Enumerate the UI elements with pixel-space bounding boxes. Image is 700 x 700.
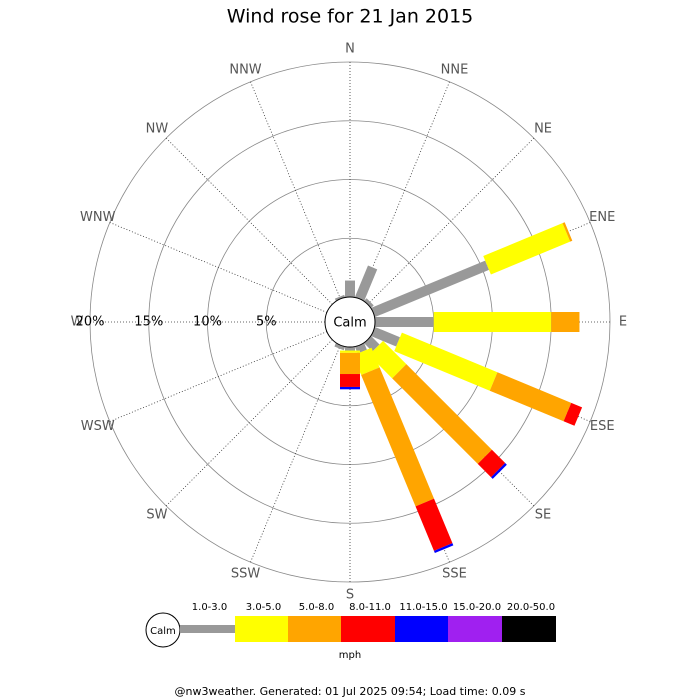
direction-label: W [71,315,84,330]
legend-swatch [180,625,235,633]
legend-swatch [288,616,341,642]
direction-label: ESE [590,419,615,434]
bar-segment [394,332,498,391]
bar-segment [433,543,454,554]
direction-label: NNW [229,62,261,77]
calm-circle [324,296,376,348]
legend-label: 5.0-8.0 [299,602,334,613]
bar-segment [563,402,583,426]
bar-segment [345,280,355,297]
spoke [109,222,328,313]
bar-segment [375,317,434,327]
bar-segment [371,260,489,318]
direction-label: SE [535,508,551,523]
r-tick-label: 15% [134,315,163,330]
legend-swatch [502,616,556,642]
calm-label: Calm [333,316,366,331]
legend-swatch [235,616,288,642]
bar-segment [415,498,453,551]
bar-segment [334,343,346,351]
bar-segment [483,223,571,275]
direction-label: SW [146,508,167,523]
bar-segment [433,312,552,332]
bar-segment [392,364,492,464]
direction-label: SSW [231,567,261,582]
bar-segment [364,298,374,308]
bar-segment [477,449,506,478]
legend-label: 20.0-50.0 [507,602,555,613]
legend-label: 1.0-3.0 [192,602,227,613]
legend-swatch [341,616,395,642]
bar-segment [340,350,360,353]
bar-segment [361,367,435,507]
direction-label: NNE [441,62,469,77]
direction-label: WSW [81,419,115,434]
r-tick-label: 10% [193,315,222,330]
bar-segment [551,312,580,332]
spoke [367,137,535,305]
legend-calm-label: Calm [150,626,176,637]
bar-segment [562,222,573,242]
direction-label: SSE [442,567,467,582]
direction-label: E [619,315,627,330]
bar-segment [491,463,507,479]
bar-segment [354,265,378,301]
legend-label: 8.0-11.0 [349,602,391,613]
spoke [109,331,328,422]
direction-label: NE [534,121,552,136]
r-tick-label: 5% [256,315,277,330]
direction-label: S [346,588,354,603]
bar-segment [340,374,360,387]
bar-segment [340,386,360,390]
spoke [250,81,341,300]
bar-segment [340,352,360,375]
spoke [165,339,333,507]
spoke [250,344,341,563]
bar-segment [371,326,400,347]
legend-label: 15.0-20.0 [453,602,501,613]
spoke [165,137,333,305]
bar-segment [368,340,407,379]
units-label: mph [339,650,361,661]
spoke [359,81,450,300]
direction-label: ENE [589,210,615,225]
bar-segment [489,372,572,422]
legend-swatch [448,616,502,642]
bar-segment [334,294,346,301]
legend-label: 3.0-5.0 [246,602,281,613]
legend-label: 11.0-15.0 [399,602,447,613]
r-tick-label: 20% [76,315,105,330]
direction-label: NW [146,121,169,136]
chart-title: Wind rose for 21 Jan 2015 [227,6,474,28]
legend-swatch [395,616,448,642]
bar-segment [345,347,355,351]
direction-label: WNW [80,210,116,225]
direction-label: N [345,42,355,57]
footer: @nw3weather. Generated: 01 Jul 2025 09:5… [175,685,526,698]
